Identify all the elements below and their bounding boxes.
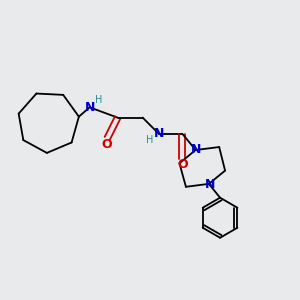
- Text: O: O: [101, 138, 112, 151]
- Text: H: H: [95, 95, 102, 105]
- Text: N: N: [154, 127, 164, 140]
- Text: N: N: [205, 178, 215, 191]
- Text: O: O: [177, 158, 188, 171]
- Text: N: N: [190, 143, 201, 157]
- Text: H: H: [146, 135, 154, 145]
- Text: N: N: [85, 101, 95, 114]
